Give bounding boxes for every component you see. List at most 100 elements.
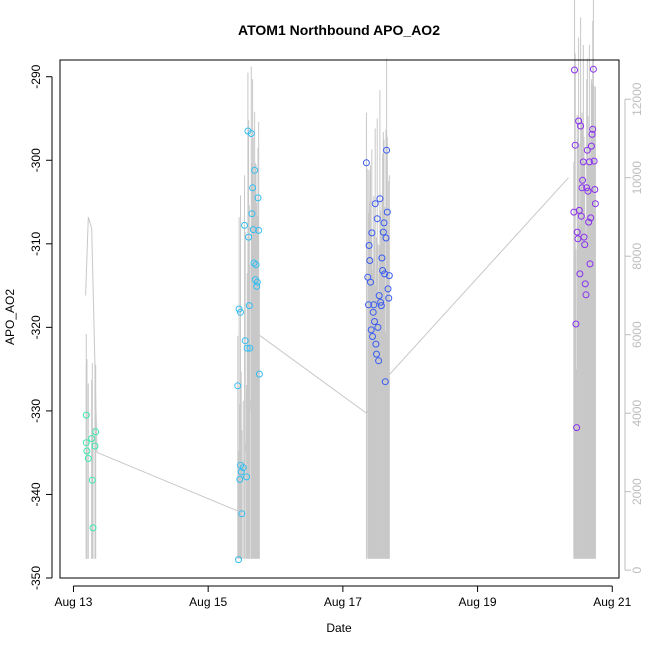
data-point [82, 411, 90, 419]
data-point [586, 260, 594, 268]
data-point [577, 212, 585, 220]
x-tick-label: Aug 17 [324, 595, 362, 609]
y2-tick-label: 0 [630, 566, 644, 573]
data-point [250, 259, 258, 267]
data-point [583, 146, 591, 154]
data-point [576, 270, 584, 278]
y2-tick-label: 12000 [630, 82, 644, 116]
data-point [379, 228, 387, 236]
data-point [380, 219, 388, 227]
data-point [375, 357, 383, 365]
data-point [385, 294, 393, 302]
data-point [362, 159, 370, 167]
data-point [245, 302, 253, 310]
data-point [89, 524, 97, 532]
data-point [254, 194, 262, 202]
y-tick-label: -340 [29, 482, 43, 506]
y-tick-label: -330 [29, 399, 43, 423]
data-point [367, 278, 374, 286]
data-point [366, 257, 374, 264]
data-point [368, 229, 376, 237]
data-point [589, 125, 597, 133]
data-point [235, 556, 242, 564]
data-point [571, 66, 578, 74]
data-point [234, 382, 242, 390]
y-tick-label: -290 [29, 64, 43, 88]
y2-tick-label: 4000 [630, 400, 644, 427]
y2-tick-label: 8000 [630, 243, 644, 270]
data-point [573, 424, 581, 432]
data-point [582, 291, 590, 299]
data-point [373, 215, 381, 223]
data-point [381, 378, 389, 386]
data-point [255, 226, 263, 234]
data-point [247, 130, 255, 137]
data-point [243, 344, 251, 352]
data-point [253, 282, 261, 290]
data-point [235, 305, 243, 313]
data-point [579, 176, 587, 184]
data-point [248, 210, 256, 218]
y2-tick-label: 6000 [630, 321, 644, 348]
x-axis-label: Date [326, 621, 352, 635]
data-point [383, 208, 391, 216]
data-points [82, 65, 599, 564]
data-point [243, 473, 251, 481]
data-point [585, 218, 593, 226]
data-point [92, 428, 100, 436]
background-lines [85, 0, 596, 559]
data-point [587, 214, 595, 222]
data-point [574, 235, 582, 243]
data-point [590, 157, 598, 165]
data-point [249, 226, 257, 234]
data-point [252, 261, 260, 269]
data-point [591, 200, 599, 208]
axes: -350 -340 -330 -320 -310 -300 -290 0 2000 4000 600… [29, 64, 644, 609]
data-point [241, 337, 249, 345]
data-point [578, 184, 586, 192]
data-point [577, 122, 585, 130]
data-point [379, 267, 387, 274]
data-point [88, 435, 96, 442]
data-point [376, 195, 384, 203]
data-point [236, 475, 244, 483]
data-point [238, 510, 246, 518]
data-point [588, 130, 596, 138]
data-point [580, 233, 588, 241]
data-point [585, 158, 593, 166]
data-point [372, 340, 380, 348]
data-point [369, 333, 376, 340]
background-series-line [85, 177, 569, 513]
data-point [381, 270, 389, 278]
y-axis-label: APO_AO2 [3, 289, 17, 345]
data-point [371, 200, 379, 208]
data-point [589, 65, 597, 73]
y2-tick-label: 10000 [630, 161, 644, 195]
data-point [369, 308, 377, 316]
data-point [249, 184, 257, 192]
y-tick-label: -350 [29, 566, 43, 590]
data-point [587, 142, 595, 150]
y-tick-label: -320 [29, 315, 43, 339]
data-point [237, 308, 244, 316]
data-point [572, 320, 580, 328]
data-point [571, 141, 579, 149]
data-point [382, 234, 390, 242]
data-point [83, 447, 91, 455]
data-point [88, 476, 96, 484]
data-point [373, 350, 380, 358]
data-point [385, 272, 393, 280]
data-point [377, 298, 385, 306]
data-point [374, 323, 382, 331]
data-point [378, 254, 386, 262]
data-point [581, 241, 589, 249]
data-point [239, 464, 247, 472]
data-point [245, 233, 253, 241]
data-point [370, 301, 378, 309]
data-point [383, 146, 391, 154]
chart-title: ATOM1 Northbound APO_AO2 [238, 22, 440, 38]
data-point [581, 280, 589, 288]
y-tick-label: -310 [29, 231, 43, 255]
data-point [82, 439, 90, 447]
